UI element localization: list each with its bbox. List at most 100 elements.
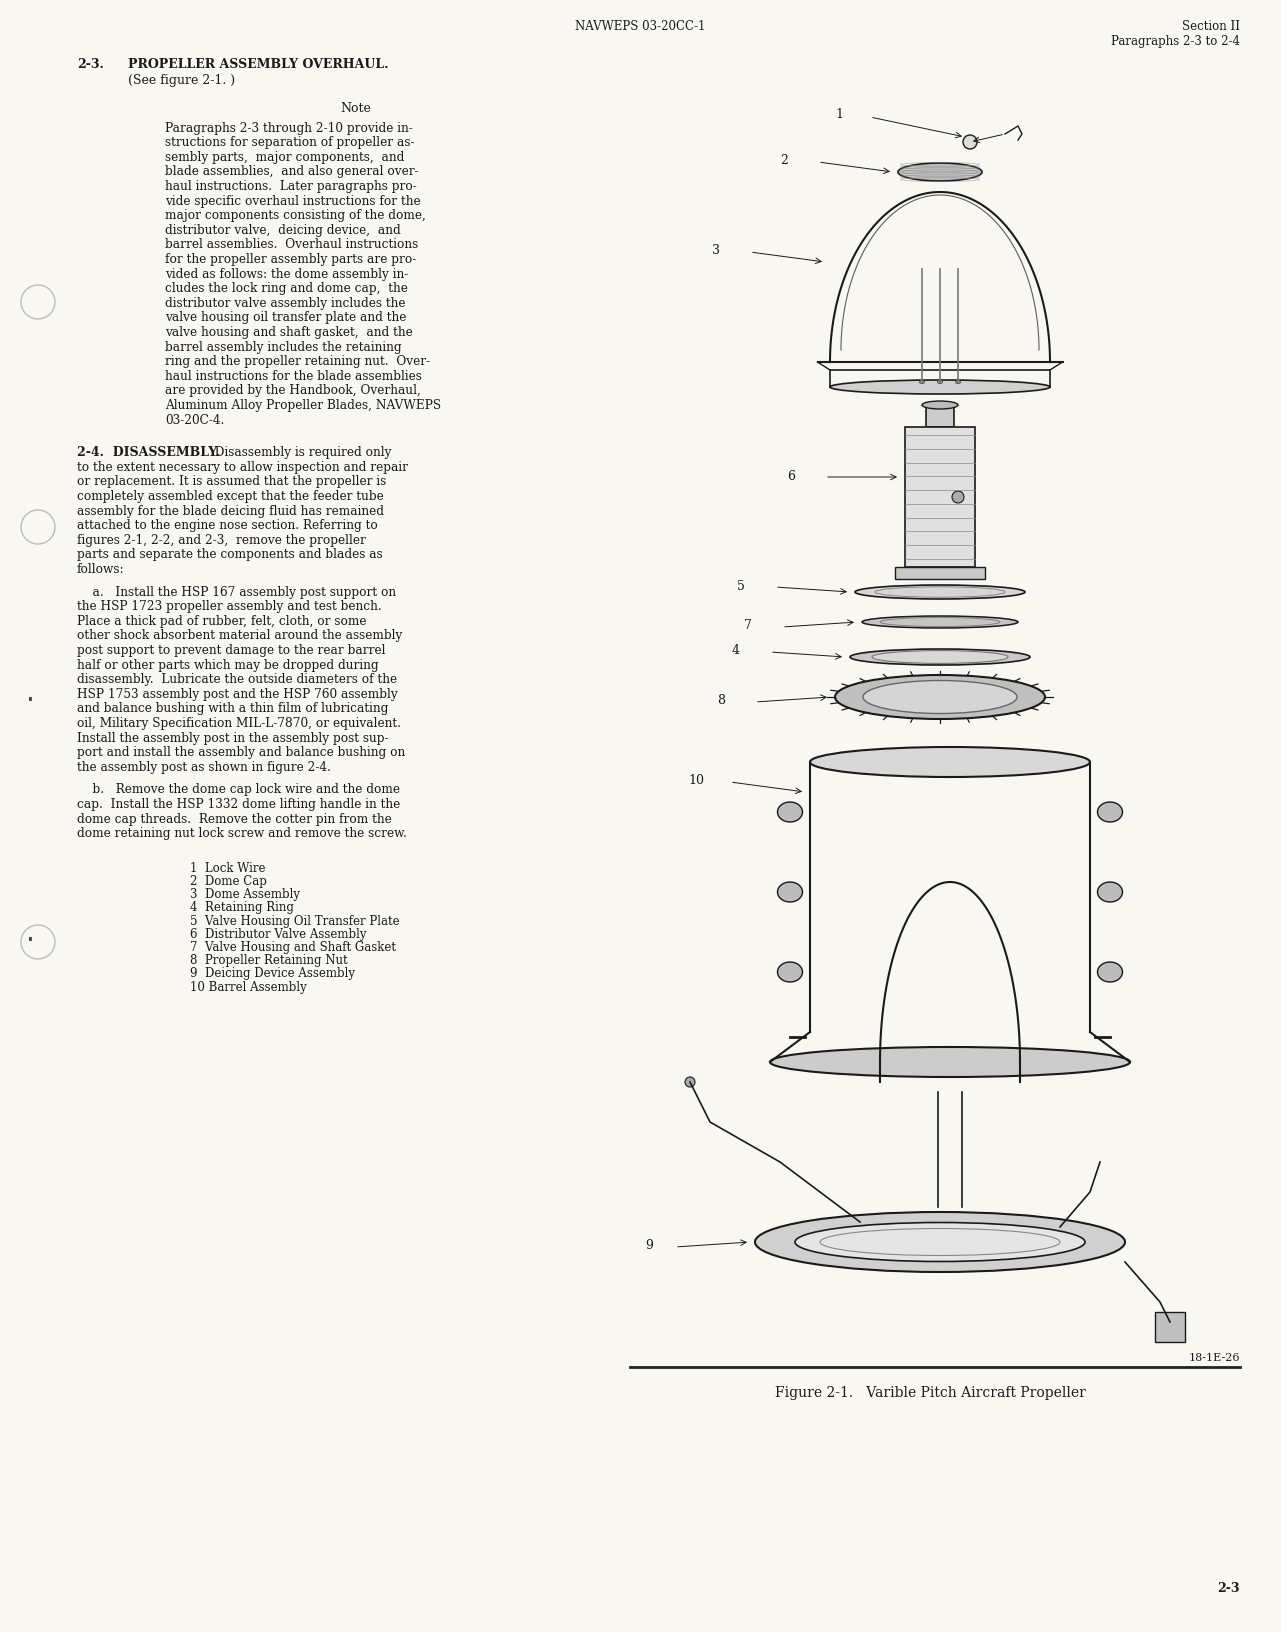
Text: 1  Lock Wire: 1 Lock Wire — [190, 862, 265, 875]
Text: 7: 7 — [744, 619, 752, 632]
Text: 8: 8 — [717, 694, 725, 707]
Text: major components consisting of the dome,: major components consisting of the dome, — [165, 209, 425, 222]
Ellipse shape — [1098, 963, 1122, 982]
Ellipse shape — [835, 676, 1045, 720]
Text: 4: 4 — [731, 645, 740, 658]
Text: parts and separate the components and blades as: parts and separate the components and bl… — [77, 548, 383, 561]
Text: 10: 10 — [688, 774, 705, 787]
Ellipse shape — [778, 963, 802, 982]
Text: cap.  Install the HSP 1332 dome lifting handle in the: cap. Install the HSP 1332 dome lifting h… — [77, 798, 400, 811]
Text: cludes the lock ring and dome cap,  the: cludes the lock ring and dome cap, the — [165, 282, 407, 295]
Text: Section II: Section II — [1182, 20, 1240, 33]
Text: 4  Retaining Ring: 4 Retaining Ring — [190, 901, 293, 914]
Ellipse shape — [1098, 883, 1122, 902]
Text: 2-3: 2-3 — [1217, 1581, 1240, 1594]
Circle shape — [952, 491, 965, 504]
Ellipse shape — [898, 163, 983, 181]
Text: ring and the propeller retaining nut.  Over-: ring and the propeller retaining nut. Ov… — [165, 356, 430, 367]
Text: PROPELLER ASSEMBLY OVERHAUL.: PROPELLER ASSEMBLY OVERHAUL. — [128, 59, 388, 70]
Text: distributor valve assembly includes the: distributor valve assembly includes the — [165, 297, 406, 310]
Ellipse shape — [755, 1213, 1125, 1273]
Ellipse shape — [796, 1222, 1085, 1262]
Text: 3  Dome Assembly: 3 Dome Assembly — [190, 888, 300, 901]
Circle shape — [20, 925, 55, 960]
Text: follows:: follows: — [77, 563, 124, 576]
Text: .: . — [26, 679, 35, 707]
Ellipse shape — [854, 586, 1025, 599]
Text: (See figure 2-1. ): (See figure 2-1. ) — [128, 73, 236, 86]
Ellipse shape — [862, 617, 1018, 628]
Text: sembly parts,  major components,  and: sembly parts, major components, and — [165, 150, 405, 163]
Text: distributor valve,  deicing device,  and: distributor valve, deicing device, and — [165, 224, 401, 237]
Ellipse shape — [810, 747, 1090, 777]
Text: haul instructions for the blade assemblies: haul instructions for the blade assembli… — [165, 369, 421, 382]
Text: Disassembly is required only: Disassembly is required only — [208, 446, 392, 459]
Ellipse shape — [872, 651, 1008, 664]
Text: 3: 3 — [712, 245, 720, 258]
Text: 2-3.: 2-3. — [77, 59, 104, 70]
Text: the HSP 1723 propeller assembly and test bench.: the HSP 1723 propeller assembly and test… — [77, 601, 382, 614]
Text: 18-1E-26: 18-1E-26 — [1189, 1353, 1240, 1363]
Circle shape — [20, 511, 55, 545]
Text: 6: 6 — [787, 470, 796, 481]
Text: other shock absorbent material around the assembly: other shock absorbent material around th… — [77, 628, 402, 641]
Ellipse shape — [863, 681, 1017, 715]
Circle shape — [20, 286, 55, 320]
Text: Aluminum Alloy Propeller Blades, NAVWEPS: Aluminum Alloy Propeller Blades, NAVWEPS — [165, 398, 441, 411]
Text: completely assembled except that the feeder tube: completely assembled except that the fee… — [77, 490, 384, 503]
Circle shape — [685, 1077, 696, 1087]
Text: post support to prevent damage to the rear barrel: post support to prevent damage to the re… — [77, 643, 386, 656]
Text: Figure 2-1.   Varible Pitch Aircraft Propeller: Figure 2-1. Varible Pitch Aircraft Prope… — [775, 1386, 1085, 1399]
Text: 5: 5 — [737, 579, 744, 592]
Text: are provided by the Handbook, Overhaul,: are provided by the Handbook, Overhaul, — [165, 384, 421, 397]
Text: Install the assembly post in the assembly post sup-: Install the assembly post in the assembl… — [77, 731, 388, 744]
Text: 7  Valve Housing and Shaft Gasket: 7 Valve Housing and Shaft Gasket — [190, 940, 396, 953]
Text: for the propeller assembly parts are pro-: for the propeller assembly parts are pro… — [165, 253, 416, 266]
Ellipse shape — [830, 380, 1050, 395]
Text: assembly for the blade deicing fluid has remained: assembly for the blade deicing fluid has… — [77, 504, 384, 517]
Text: disassembly.  Lubricate the outside diameters of the: disassembly. Lubricate the outside diame… — [77, 672, 397, 685]
Text: or replacement. It is assumed that the propeller is: or replacement. It is assumed that the p… — [77, 475, 387, 488]
Ellipse shape — [778, 803, 802, 823]
Text: Paragraphs 2-3 through 2-10 provide in-: Paragraphs 2-3 through 2-10 provide in- — [165, 121, 412, 134]
Ellipse shape — [1098, 803, 1122, 823]
Text: port and install the assembly and balance bushing on: port and install the assembly and balanc… — [77, 746, 405, 759]
Text: a.   Install the HSP 167 assembly post support on: a. Install the HSP 167 assembly post sup… — [77, 586, 396, 599]
Text: attached to the engine nose section. Referring to: attached to the engine nose section. Ref… — [77, 519, 378, 532]
Text: blade assemblies,  and also general over-: blade assemblies, and also general over- — [165, 165, 419, 178]
Bar — [895, 568, 985, 579]
Ellipse shape — [920, 382, 925, 384]
Ellipse shape — [851, 650, 1030, 666]
Circle shape — [963, 135, 977, 150]
Text: valve housing and shaft gasket,  and the: valve housing and shaft gasket, and the — [165, 326, 412, 339]
Text: and balance bushing with a thin film of lubricating: and balance bushing with a thin film of … — [77, 702, 388, 715]
Text: 8  Propeller Retaining Nut: 8 Propeller Retaining Nut — [190, 953, 347, 966]
Text: 10 Barrel Assembly: 10 Barrel Assembly — [190, 979, 306, 992]
Text: 2-4.  DISASSEMBLY.: 2-4. DISASSEMBLY. — [77, 446, 220, 459]
Ellipse shape — [938, 382, 943, 384]
Text: 6  Distributor Valve Assembly: 6 Distributor Valve Assembly — [190, 927, 366, 940]
Text: half or other parts which may be dropped during: half or other parts which may be dropped… — [77, 658, 379, 671]
Text: barrel assembly includes the retaining: barrel assembly includes the retaining — [165, 341, 402, 354]
Text: haul instructions.  Later paragraphs pro-: haul instructions. Later paragraphs pro- — [165, 180, 416, 193]
Text: vide specific overhaul instructions for the: vide specific overhaul instructions for … — [165, 194, 420, 207]
Text: structions for separation of propeller as-: structions for separation of propeller a… — [165, 135, 415, 149]
Ellipse shape — [922, 401, 958, 410]
Ellipse shape — [956, 382, 961, 384]
Text: figures 2-1, 2-2, and 2-3,  remove the propeller: figures 2-1, 2-2, and 2-3, remove the pr… — [77, 534, 366, 547]
Text: 03-20C-4.: 03-20C-4. — [165, 413, 224, 426]
Bar — [904, 428, 975, 568]
Text: NAVWEPS 03-20CC-1: NAVWEPS 03-20CC-1 — [575, 20, 705, 33]
Ellipse shape — [778, 883, 802, 902]
Bar — [926, 406, 954, 428]
Text: 9  Deicing Device Assembly: 9 Deicing Device Assembly — [190, 966, 355, 979]
Text: .: . — [26, 919, 35, 947]
Text: 2  Dome Cap: 2 Dome Cap — [190, 875, 266, 888]
Text: Note: Note — [341, 101, 371, 114]
Text: oil, Military Specification MIL-L-7870, or equivalent.: oil, Military Specification MIL-L-7870, … — [77, 716, 401, 730]
Text: to the extent necessary to allow inspection and repair: to the extent necessary to allow inspect… — [77, 460, 409, 473]
Text: valve housing oil transfer plate and the: valve housing oil transfer plate and the — [165, 312, 406, 325]
Text: 1: 1 — [835, 108, 843, 121]
Text: the assembly post as shown in figure 2-4.: the assembly post as shown in figure 2-4… — [77, 761, 330, 774]
Bar — [1155, 1312, 1185, 1342]
